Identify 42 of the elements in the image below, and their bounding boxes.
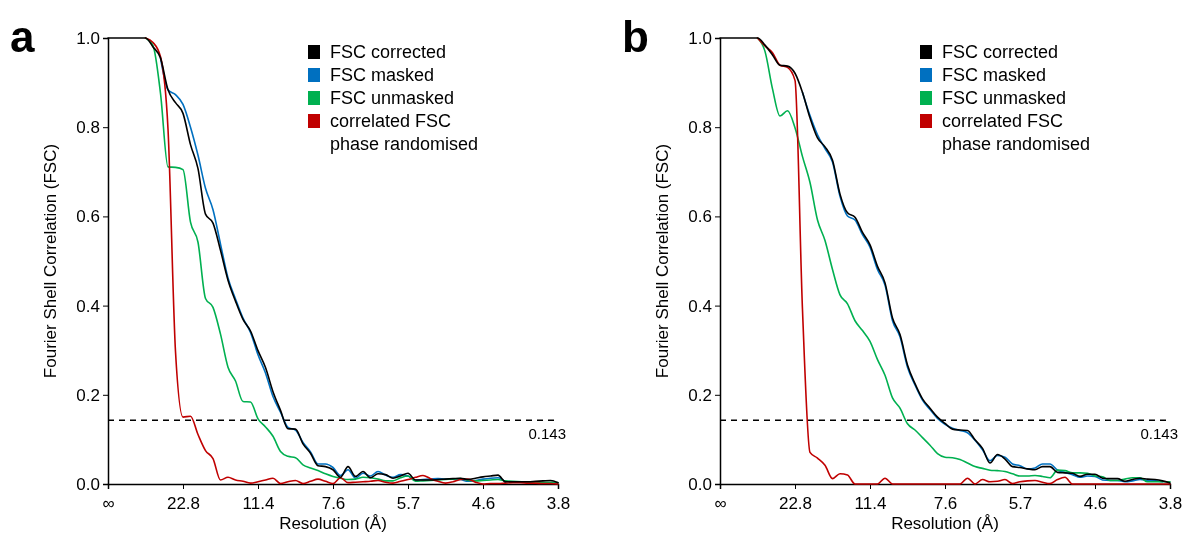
y-tick-label: 1.0: [688, 28, 712, 48]
legend-label: correlated FSC phase randomised: [942, 111, 1091, 154]
x-axis-title: Resolution (Å): [891, 514, 999, 533]
legend-label: FSC corrected: [942, 42, 1059, 62]
x-tick-label: 11.4: [242, 494, 275, 513]
x-tick-label: 4.6: [471, 494, 496, 513]
legend-label: FSC unmasked: [942, 88, 1067, 108]
y-tick-label: 0.2: [76, 385, 100, 405]
y-tick-label: 0.8: [76, 118, 100, 138]
ref-line-label: 0.143: [528, 425, 566, 443]
legend-label: correlated FSC phase randomised: [330, 111, 479, 154]
legend-label: FSC masked: [330, 65, 435, 85]
x-tick-label: 5.7: [396, 494, 421, 513]
x-tick-label: 3.8: [546, 494, 571, 513]
y-tick-label: 1.0: [76, 28, 100, 48]
x-tick-label: 22.8: [166, 494, 201, 513]
x-tick-label: 22.8: [778, 494, 813, 513]
x-tick-label: 5.7: [1008, 494, 1033, 513]
y-axis-title: Fourier Shell Correlation (FSC): [653, 143, 672, 379]
y-axis-title: Fourier Shell Correlation (FSC): [41, 143, 60, 379]
chart-title: b: [622, 12, 649, 61]
x-tick-label: 4.6: [1083, 494, 1108, 513]
x-axis-title: Resolution (Å): [279, 514, 387, 533]
y-tick-label: 0.6: [688, 207, 712, 227]
x-tick-label: 7.6: [933, 494, 958, 513]
ref-line-label: 0.143: [1140, 425, 1178, 443]
x-tick-label: ∞: [102, 494, 115, 513]
y-tick-label: 0.0: [76, 474, 100, 494]
chart-title: a: [10, 12, 35, 61]
y-tick-label: 0.2: [688, 385, 712, 405]
legend-label: FSC corrected: [330, 42, 447, 62]
x-tick-label: 3.8: [1158, 494, 1183, 513]
y-tick-label: 0.8: [688, 118, 712, 138]
x-tick-label: 7.6: [321, 494, 346, 513]
x-tick-label: 11.4: [854, 494, 887, 513]
y-tick-label: 0.6: [76, 207, 100, 227]
y-tick-label: 0.0: [688, 474, 712, 494]
y-tick-label: 0.4: [688, 296, 712, 316]
y-tick-label: 0.4: [76, 296, 100, 316]
legend-label: FSC masked: [942, 65, 1047, 85]
x-tick-label: ∞: [714, 494, 727, 513]
legend-label: FSC unmasked: [330, 88, 455, 108]
